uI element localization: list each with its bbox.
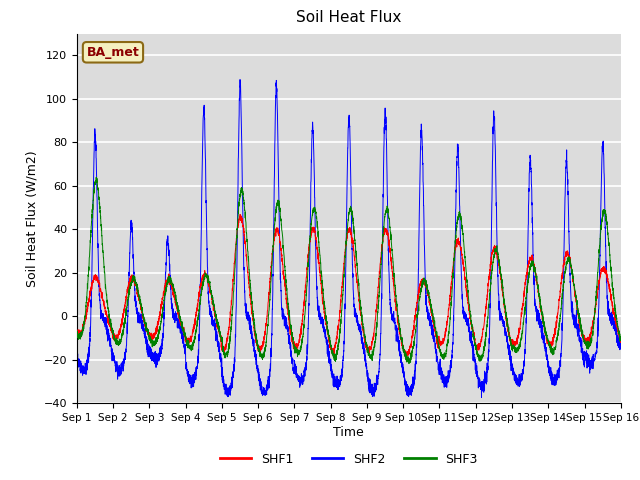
SHF3: [616, 338, 624, 344]
Y-axis label: Soil Heat Flux (W/m2): Soil Heat Flux (W/m2): [25, 150, 38, 287]
Line: SHF3: SHF3: [77, 177, 621, 363]
SHF1: [401, 353, 409, 359]
SHF3: [171, 290, 179, 296]
SHF1: [236, 212, 244, 217]
SHF1: [441, 335, 449, 341]
SHF2: [236, 77, 244, 83]
Line: SHF2: SHF2: [77, 80, 621, 397]
Title: Soil Heat Flux: Soil Heat Flux: [296, 11, 401, 25]
SHF2: [616, 341, 624, 347]
SHF3: [441, 350, 449, 356]
SHF1: [171, 297, 179, 302]
SHF3: [502, 309, 509, 314]
SHF2: [441, 375, 449, 381]
SHF3: [471, 341, 479, 347]
SHF1: [73, 331, 81, 337]
SHF3: [405, 360, 413, 366]
X-axis label: Time: Time: [333, 426, 364, 439]
SHF2: [471, 354, 479, 360]
SHF3: [73, 329, 81, 335]
SHF2: [73, 358, 81, 363]
SHF1: [471, 337, 479, 343]
SHF3: [92, 174, 100, 180]
SHF3: [329, 350, 337, 356]
SHF2: [502, 332, 509, 337]
SHF3: [617, 336, 625, 341]
SHF1: [329, 347, 337, 352]
SHF1: [617, 336, 625, 342]
SHF2: [477, 395, 485, 400]
Line: SHF1: SHF1: [77, 215, 621, 356]
Legend: SHF1, SHF2, SHF3: SHF1, SHF2, SHF3: [214, 448, 483, 471]
SHF2: [617, 346, 625, 352]
Text: BA_met: BA_met: [86, 46, 140, 59]
SHF1: [616, 337, 624, 343]
SHF2: [329, 368, 337, 374]
SHF2: [171, 312, 179, 318]
SHF1: [502, 311, 509, 316]
